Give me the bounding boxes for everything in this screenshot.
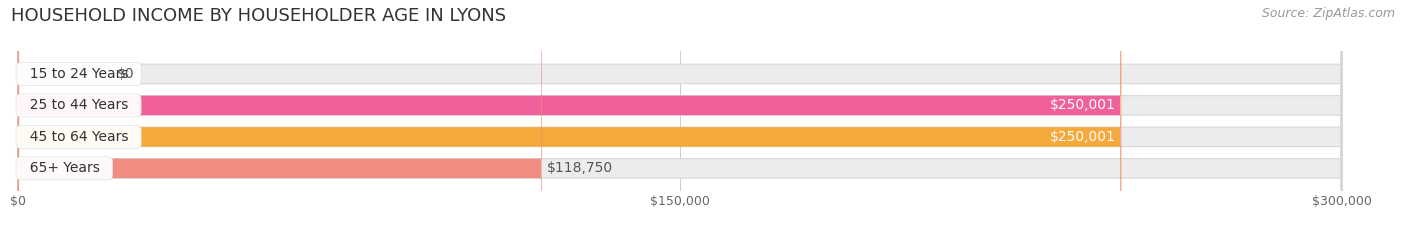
FancyBboxPatch shape xyxy=(18,0,1341,233)
FancyBboxPatch shape xyxy=(18,0,1341,233)
Text: HOUSEHOLD INCOME BY HOUSEHOLDER AGE IN LYONS: HOUSEHOLD INCOME BY HOUSEHOLDER AGE IN L… xyxy=(11,7,506,25)
Text: $118,750: $118,750 xyxy=(547,161,613,175)
Text: Source: ZipAtlas.com: Source: ZipAtlas.com xyxy=(1261,7,1395,20)
Text: 65+ Years: 65+ Years xyxy=(21,161,108,175)
Text: 15 to 24 Years: 15 to 24 Years xyxy=(21,67,136,81)
FancyBboxPatch shape xyxy=(18,0,1121,233)
Text: 25 to 44 Years: 25 to 44 Years xyxy=(21,98,136,112)
Text: 45 to 64 Years: 45 to 64 Years xyxy=(21,130,136,144)
FancyBboxPatch shape xyxy=(18,0,1341,233)
Text: $250,001: $250,001 xyxy=(1050,98,1116,112)
FancyBboxPatch shape xyxy=(18,0,1121,233)
FancyBboxPatch shape xyxy=(18,0,1341,233)
FancyBboxPatch shape xyxy=(18,0,541,233)
Text: $0: $0 xyxy=(117,67,135,81)
Text: $250,001: $250,001 xyxy=(1050,130,1116,144)
